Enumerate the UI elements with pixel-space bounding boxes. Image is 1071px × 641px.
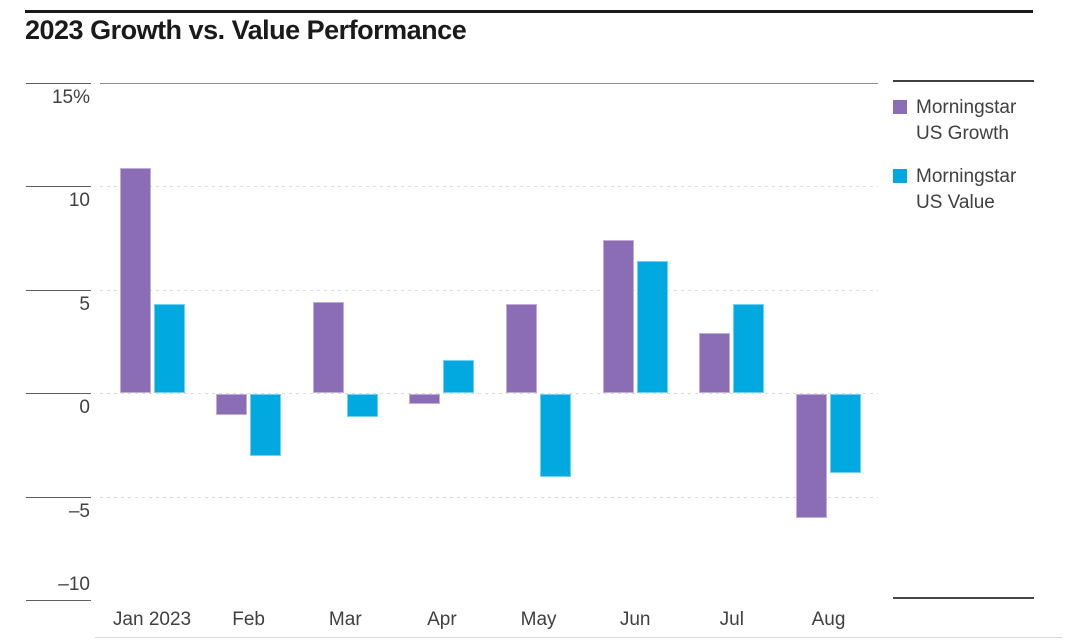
top-rule [25, 10, 1033, 13]
bar-aug-value [830, 394, 861, 473]
bar-feb-growth [216, 394, 248, 415]
bar-aug-growth [796, 394, 827, 519]
y-axis-tick-mark [26, 186, 91, 187]
bar-jul-value [733, 304, 765, 394]
x-axis-label: Aug [811, 609, 846, 630]
bar-jan-2023-growth [119, 167, 151, 394]
legend-swatch-icon [893, 169, 907, 183]
x-axis-label: Jun [619, 609, 651, 630]
bar-mar-growth [312, 302, 344, 394]
legend-swatch-icon [893, 100, 907, 114]
y-axis-tick-mark [26, 600, 91, 601]
gridline [100, 290, 878, 291]
legend-label: Morningstar US Value [916, 164, 1016, 216]
y-axis-tick-label: –5 [68, 501, 90, 522]
legend-label-line1: Morningstar [916, 166, 1017, 187]
x-axis-label: Jan 2023 [112, 609, 192, 630]
x-axis-label: May [520, 609, 557, 630]
x-axis-label: Apr [427, 609, 457, 630]
y-axis-tick-mark [26, 497, 91, 498]
bar-jun-growth [602, 240, 634, 394]
bar-may-growth [506, 304, 538, 394]
y-axis-tick-mark [26, 83, 91, 84]
legend-label-line1: Morningstar [916, 97, 1017, 118]
x-axis-label: Mar [328, 609, 362, 630]
plot-top-line [100, 83, 878, 84]
page-bottom-rule [95, 637, 1062, 638]
x-axis-label: Feb [232, 609, 265, 630]
x-axis-label: Jul [719, 609, 744, 630]
legend-label-line2: US Growth [916, 123, 1009, 144]
legend-label: Morningstar US Growth [916, 95, 1016, 147]
legend-label-line2: US Value [916, 192, 995, 213]
y-axis-tick-label: 15% [51, 87, 90, 108]
legend: Morningstar US Growth Morningstar US Value [893, 80, 1034, 233]
bar-jan-2023-value [153, 304, 185, 394]
y-axis-tick-mark [26, 290, 91, 291]
gridline [100, 497, 878, 498]
bar-feb-value [250, 394, 282, 457]
legend-bottom-rule [893, 597, 1034, 599]
legend-item: Morningstar US Value [893, 164, 1034, 216]
bar-jul-growth [699, 333, 731, 394]
bar-apr-growth [409, 394, 441, 405]
y-axis-tick-label: 10 [68, 190, 90, 211]
y-axis-tick-label: 5 [79, 294, 90, 315]
bar-mar-value [346, 394, 378, 417]
y-axis-tick-label: 0 [79, 397, 90, 418]
y-axis-tick-label: –10 [58, 574, 90, 595]
gridline [100, 186, 878, 187]
chart-title: 2023 Growth vs. Value Performance [25, 15, 467, 45]
gridline [100, 393, 878, 394]
bar-jun-value [636, 260, 668, 394]
bar-may-value [540, 394, 572, 477]
bar-apr-value [443, 360, 475, 394]
y-axis-tick-mark [26, 393, 91, 394]
legend-item: Morningstar US Growth [893, 95, 1034, 147]
